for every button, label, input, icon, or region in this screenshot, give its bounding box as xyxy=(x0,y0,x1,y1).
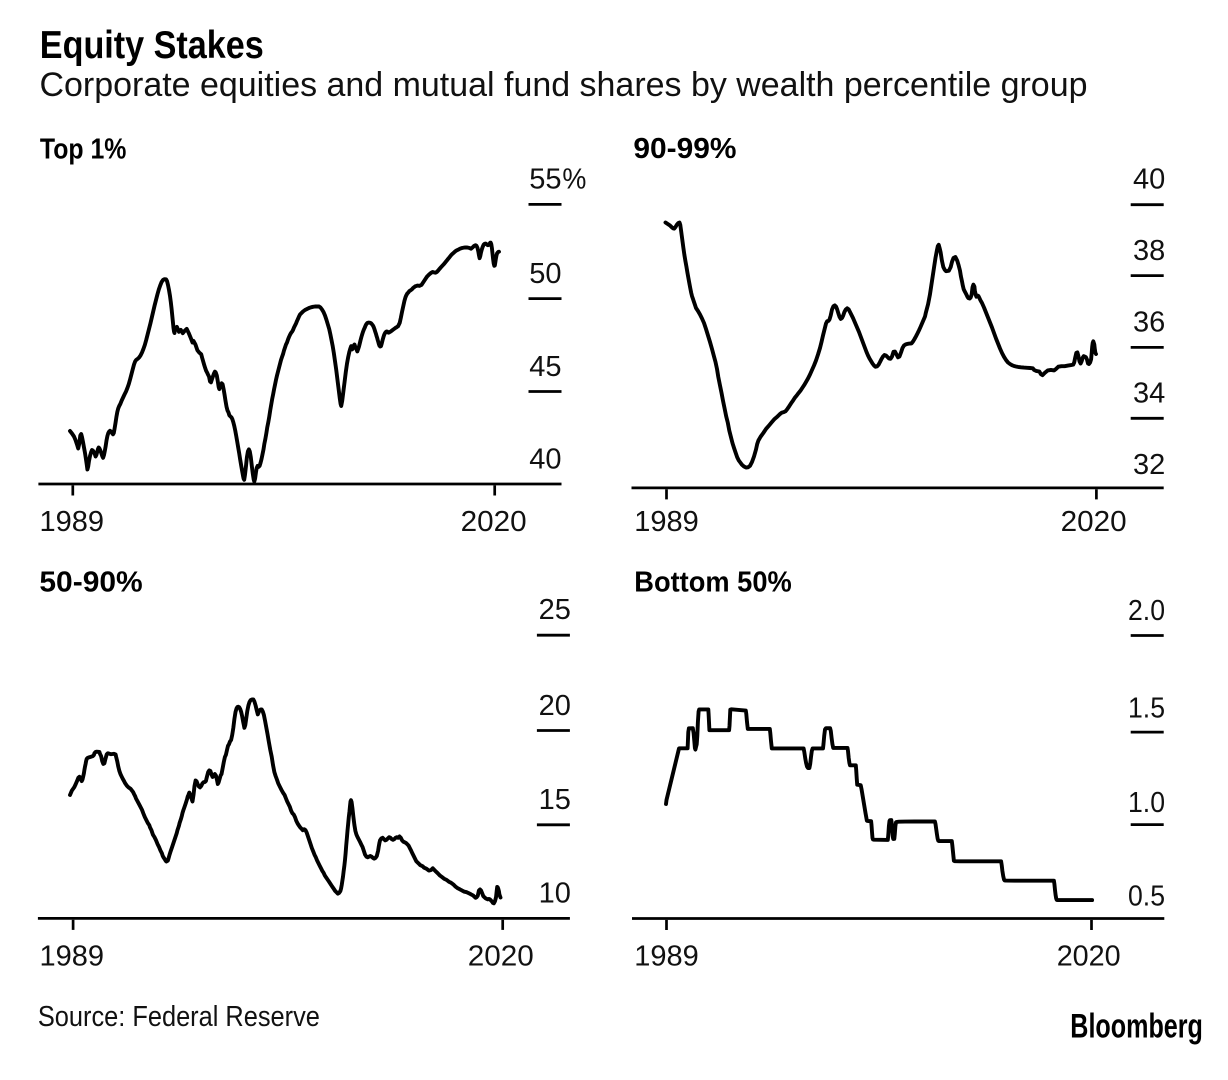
svg-text:1989: 1989 xyxy=(40,506,105,538)
svg-text:2020: 2020 xyxy=(1061,506,1127,538)
svg-text:55: 55 xyxy=(529,164,561,196)
svg-text:38: 38 xyxy=(1133,235,1165,267)
svg-text:1989: 1989 xyxy=(634,941,699,973)
svg-text:40: 40 xyxy=(529,443,561,475)
svg-text:2020: 2020 xyxy=(468,941,534,973)
svg-text:45: 45 xyxy=(529,351,561,383)
svg-text:1.0: 1.0 xyxy=(1128,787,1165,819)
svg-text:1989: 1989 xyxy=(40,941,105,973)
svg-text:Bloomberg: Bloomberg xyxy=(1070,1008,1203,1046)
svg-text:50: 50 xyxy=(529,258,561,290)
svg-text:Top 1%: Top 1% xyxy=(40,134,127,166)
svg-text:25: 25 xyxy=(539,594,571,626)
svg-text:Bottom 50%: Bottom 50% xyxy=(634,567,792,599)
svg-text:2.0: 2.0 xyxy=(1128,595,1165,627)
svg-text:Corporate equities and mutual: Corporate equities and mutual fund share… xyxy=(40,66,1088,104)
svg-text:40: 40 xyxy=(1133,164,1165,196)
svg-text:Equity Stakes: Equity Stakes xyxy=(40,24,264,67)
svg-text:15: 15 xyxy=(539,784,571,816)
svg-text:0.5: 0.5 xyxy=(1128,881,1165,913)
svg-text:20: 20 xyxy=(539,690,571,722)
svg-text:32: 32 xyxy=(1133,449,1165,481)
svg-text:1.5: 1.5 xyxy=(1128,693,1165,725)
svg-text:90-99%: 90-99% xyxy=(633,133,736,165)
svg-text:2020: 2020 xyxy=(461,506,527,538)
svg-text:2020: 2020 xyxy=(1057,941,1121,973)
svg-text:10: 10 xyxy=(539,878,571,910)
svg-text:50-90%: 50-90% xyxy=(39,566,143,598)
svg-text:34: 34 xyxy=(1133,378,1165,410)
svg-text:Source: Federal Reserve: Source: Federal Reserve xyxy=(38,1001,320,1033)
svg-text:1989: 1989 xyxy=(634,506,699,538)
svg-text:36: 36 xyxy=(1133,307,1165,339)
svg-text:%: % xyxy=(562,164,586,196)
